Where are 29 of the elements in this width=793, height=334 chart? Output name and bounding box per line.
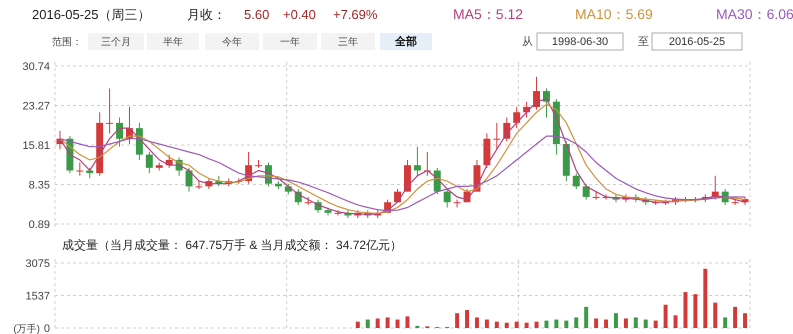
y-tick-label: 15.81 bbox=[22, 140, 50, 152]
y-axis-title: (万手) bbox=[13, 323, 40, 334]
chart-title: 成交量（当月成交量： 647.75万手 & 当月成交额： 34.72亿元） bbox=[62, 238, 402, 252]
y-tick-label: 3075 bbox=[26, 258, 50, 270]
text: +7.69% bbox=[333, 7, 378, 22]
y-tick-label: 23.27 bbox=[22, 100, 50, 113]
text: MA5：5.12 bbox=[453, 6, 524, 22]
text: MA10：5.69 bbox=[575, 6, 654, 22]
text: 今年 bbox=[222, 36, 242, 48]
text: 月收： bbox=[187, 7, 226, 22]
y-tick-label: 8.35 bbox=[28, 180, 50, 192]
text: 2016-05-25（周三） bbox=[32, 7, 150, 22]
text: MA30：6.06 bbox=[716, 6, 793, 22]
text: 2016-05-25 bbox=[668, 36, 726, 48]
y-tick-label: 1537 bbox=[26, 290, 50, 303]
text: 三个月 bbox=[101, 36, 131, 48]
y-tick-label: 0 bbox=[44, 323, 50, 334]
text: 半年 bbox=[163, 36, 183, 48]
text: 5.60 bbox=[244, 7, 270, 22]
text: +0.40 bbox=[283, 7, 316, 22]
y-tick-label: 0.89 bbox=[28, 219, 50, 231]
y-tick-label: 30.74 bbox=[22, 61, 50, 73]
text: 1998-06-30 bbox=[552, 36, 608, 48]
text: 一年 bbox=[280, 36, 300, 48]
text: 三年 bbox=[338, 36, 358, 48]
text: 从 bbox=[522, 35, 533, 48]
text: 范围： bbox=[52, 36, 82, 48]
text: 至 bbox=[638, 36, 649, 48]
text: 全部 bbox=[394, 35, 417, 48]
